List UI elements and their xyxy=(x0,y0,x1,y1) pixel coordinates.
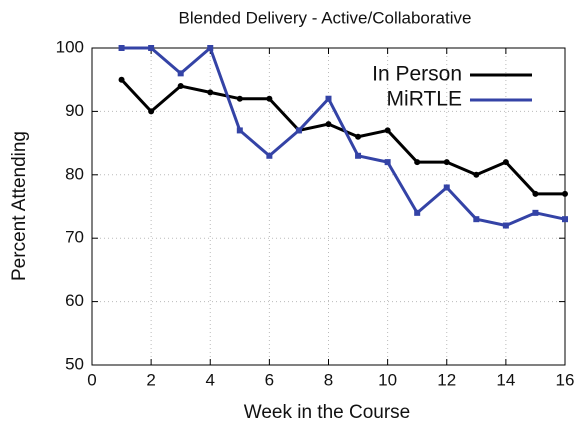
point xyxy=(473,216,480,223)
legend-label: MiRTLE xyxy=(387,88,462,111)
point xyxy=(502,222,509,229)
legend-label: In Person xyxy=(372,63,462,86)
point xyxy=(295,127,302,134)
point xyxy=(325,95,332,102)
point xyxy=(148,45,155,51)
point xyxy=(207,45,214,51)
x-tick-label: 8 xyxy=(324,370,333,389)
y-tick-label: 90 xyxy=(65,101,84,120)
point xyxy=(207,89,214,96)
x-tick-label: 14 xyxy=(496,370,515,389)
chart-title: Blended Delivery - Active/Collaborative xyxy=(179,8,472,27)
x-tick-label: 10 xyxy=(378,370,397,389)
series-line xyxy=(121,46,566,228)
x-tick-label: 16 xyxy=(556,370,575,389)
x-axis-label: Week in the Course xyxy=(244,402,411,423)
point xyxy=(118,76,125,83)
point xyxy=(562,216,568,223)
point xyxy=(532,190,539,197)
point xyxy=(502,159,509,166)
point xyxy=(532,209,539,216)
point xyxy=(266,152,273,159)
point xyxy=(562,190,568,197)
point xyxy=(384,127,391,134)
x-tick-label: 2 xyxy=(146,370,155,389)
y-tick-label: 70 xyxy=(65,228,84,247)
x-tick-label: 0 xyxy=(87,370,96,389)
x-tick-label: 12 xyxy=(437,370,456,389)
point xyxy=(355,133,362,140)
series-line xyxy=(120,78,565,196)
point xyxy=(414,209,421,216)
y-tick-label: 100 xyxy=(56,37,84,56)
point xyxy=(443,184,450,191)
point xyxy=(384,159,391,166)
point xyxy=(355,152,362,159)
point xyxy=(118,45,125,51)
y-tick-label: 60 xyxy=(65,291,84,310)
point xyxy=(266,95,273,102)
point xyxy=(177,83,184,90)
x-tick-label: 4 xyxy=(206,370,215,389)
point xyxy=(473,171,480,178)
point xyxy=(177,70,184,77)
point xyxy=(236,95,243,102)
y-tick-label: 80 xyxy=(65,164,84,183)
y-axis-label: Percent Attending xyxy=(9,131,30,281)
x-tick-label: 6 xyxy=(265,370,274,389)
plot-frame xyxy=(91,47,566,366)
point xyxy=(325,121,332,128)
point xyxy=(148,108,155,115)
point xyxy=(443,159,450,166)
y-tick-label: 50 xyxy=(65,354,84,373)
point xyxy=(236,127,243,134)
point xyxy=(414,159,421,166)
